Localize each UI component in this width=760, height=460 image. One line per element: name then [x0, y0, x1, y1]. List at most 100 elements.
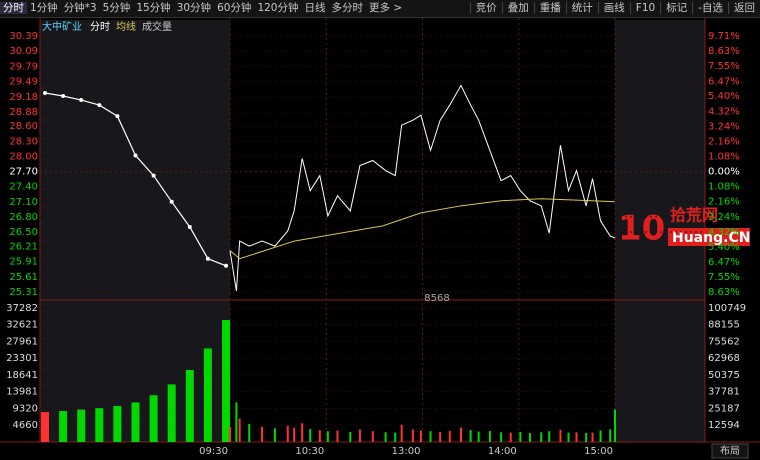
auction-dot	[43, 90, 47, 95]
y-tick-label: 29.79	[9, 61, 38, 72]
volume-bar	[394, 432, 397, 442]
volume-tick-label: 13981	[6, 387, 38, 398]
y2-tick-label: 8.63%	[708, 46, 740, 57]
auction-dot	[115, 114, 120, 119]
volume-bar	[235, 402, 238, 442]
y-tick-label: 27.10	[9, 197, 38, 208]
y2-tick-label: 0.00%	[708, 167, 740, 178]
volume-bar	[419, 430, 422, 442]
tab[interactable]: 多分时	[331, 2, 363, 14]
volume-bar	[559, 429, 562, 442]
tab[interactable]: 120分钟	[257, 2, 299, 14]
auction-dot	[79, 98, 84, 103]
tool[interactable]: 重播	[533, 2, 566, 14]
y2-tick-label: 3.24%	[708, 121, 740, 132]
tool[interactable]: 统计	[565, 2, 598, 14]
y-tick-label: 28.00	[9, 151, 38, 162]
volume-y2-tick-label: 25187	[708, 403, 740, 414]
x-tick-label: 13:00	[392, 446, 421, 457]
y2-tick-label: 4.32%	[708, 106, 740, 117]
tab[interactable]: 5分钟	[102, 2, 131, 14]
volume-bar	[336, 430, 339, 442]
volume-bar	[318, 430, 321, 442]
y-tick-label: 27.70	[9, 167, 38, 178]
tool[interactable]: F10	[629, 2, 661, 14]
y2-tick-label: 7.55%	[708, 272, 740, 283]
volume-bar	[301, 423, 304, 442]
volume-bar	[286, 425, 289, 442]
y-tick-label: 27.40	[9, 182, 38, 193]
tool[interactable]: 画线	[597, 2, 630, 14]
y-tick-label: 28.60	[9, 121, 38, 132]
y2-tick-label: 6.47%	[708, 257, 740, 268]
y2-tick-label: 5.40%	[708, 91, 740, 102]
volume-bar	[349, 431, 352, 442]
volume-y2-tick-label: 37781	[708, 387, 740, 398]
y-tick-label: 29.18	[9, 92, 38, 103]
y2-tick-label: 4.32%	[708, 227, 740, 238]
volume-bar	[500, 432, 503, 442]
tool[interactable]: -自选	[692, 2, 728, 14]
volume-bar	[469, 430, 472, 442]
volume-bar	[429, 431, 432, 442]
tab[interactable]: 15分钟	[136, 2, 171, 14]
layout-label[interactable]: 布局	[720, 445, 740, 457]
auction-volume-bar	[222, 319, 230, 442]
y-tick-label: 26.50	[9, 227, 38, 238]
legend-entry: 均线	[116, 20, 136, 33]
auction-volume-bar	[59, 411, 68, 442]
tab[interactable]: 更多 >	[368, 2, 403, 14]
y2-tick-label: 5.40%	[708, 242, 740, 253]
y-tick-label: 28.30	[9, 136, 38, 147]
tool[interactable]: 返回	[728, 2, 760, 14]
y2-tick-label: 2.16%	[708, 136, 740, 147]
tabs: 分时 1分钟 分钟*3 5分钟 15分钟 30分钟 60分钟 120分钟 日线 多分时 更多 >	[0, 0, 405, 17]
tool[interactable]: 标记	[660, 2, 693, 14]
tab[interactable]: 日线	[304, 2, 326, 14]
volume-bar	[439, 431, 442, 442]
volume-bar	[488, 430, 491, 442]
tool[interactable]: 叠加	[501, 2, 534, 14]
stock-name: 大中矿业	[42, 20, 82, 33]
volume-bar	[509, 432, 512, 442]
volume-bar	[477, 431, 480, 442]
tool[interactable]: 竞价	[469, 2, 502, 14]
auction-dot	[169, 199, 174, 204]
y-tick-label: 26.21	[9, 242, 38, 253]
x-tick-label: 10:30	[295, 446, 324, 457]
auction-area	[40, 20, 230, 442]
legend-entry: 分时	[90, 21, 110, 33]
watermark-domain: Huang.CN	[672, 230, 750, 246]
auction-dot	[205, 256, 210, 261]
tab[interactable]: 30分钟	[176, 2, 212, 14]
volume-bar	[614, 409, 616, 442]
volume-bar	[567, 432, 570, 442]
auction-volume-bar	[113, 406, 122, 442]
volume-bar	[448, 430, 451, 442]
volume-tick-label: 32621	[6, 320, 38, 331]
volume-bar	[326, 431, 329, 442]
volume-bar	[384, 432, 387, 442]
y-tick-label: 30.09	[9, 46, 38, 57]
y-tick-label: 30.39	[9, 31, 38, 42]
volume-y2-tick-label: 75562	[708, 336, 740, 347]
volume-bar	[585, 433, 588, 442]
y2-tick-label: 6.47%	[708, 76, 740, 87]
layout-button[interactable]	[711, 443, 749, 459]
auction-dot	[133, 153, 138, 158]
auction-volume-bar	[41, 412, 49, 442]
tab[interactable]: 分时	[0, 2, 27, 14]
tab[interactable]: 分钟*3	[63, 2, 97, 14]
volume-bar	[371, 431, 374, 442]
auction-volume-bar	[149, 395, 158, 442]
volume-y2-tick-label: 100749	[708, 303, 746, 314]
watermark-band	[668, 228, 750, 246]
auction-dot	[97, 103, 102, 108]
tab[interactable]: 60分钟	[217, 2, 252, 14]
y2-tick-label: 9.71%	[708, 31, 740, 42]
tab[interactable]: 1分钟	[30, 2, 58, 14]
x-tick-label: 09:30	[199, 446, 228, 457]
y-tick-label: 25.91	[9, 257, 38, 268]
